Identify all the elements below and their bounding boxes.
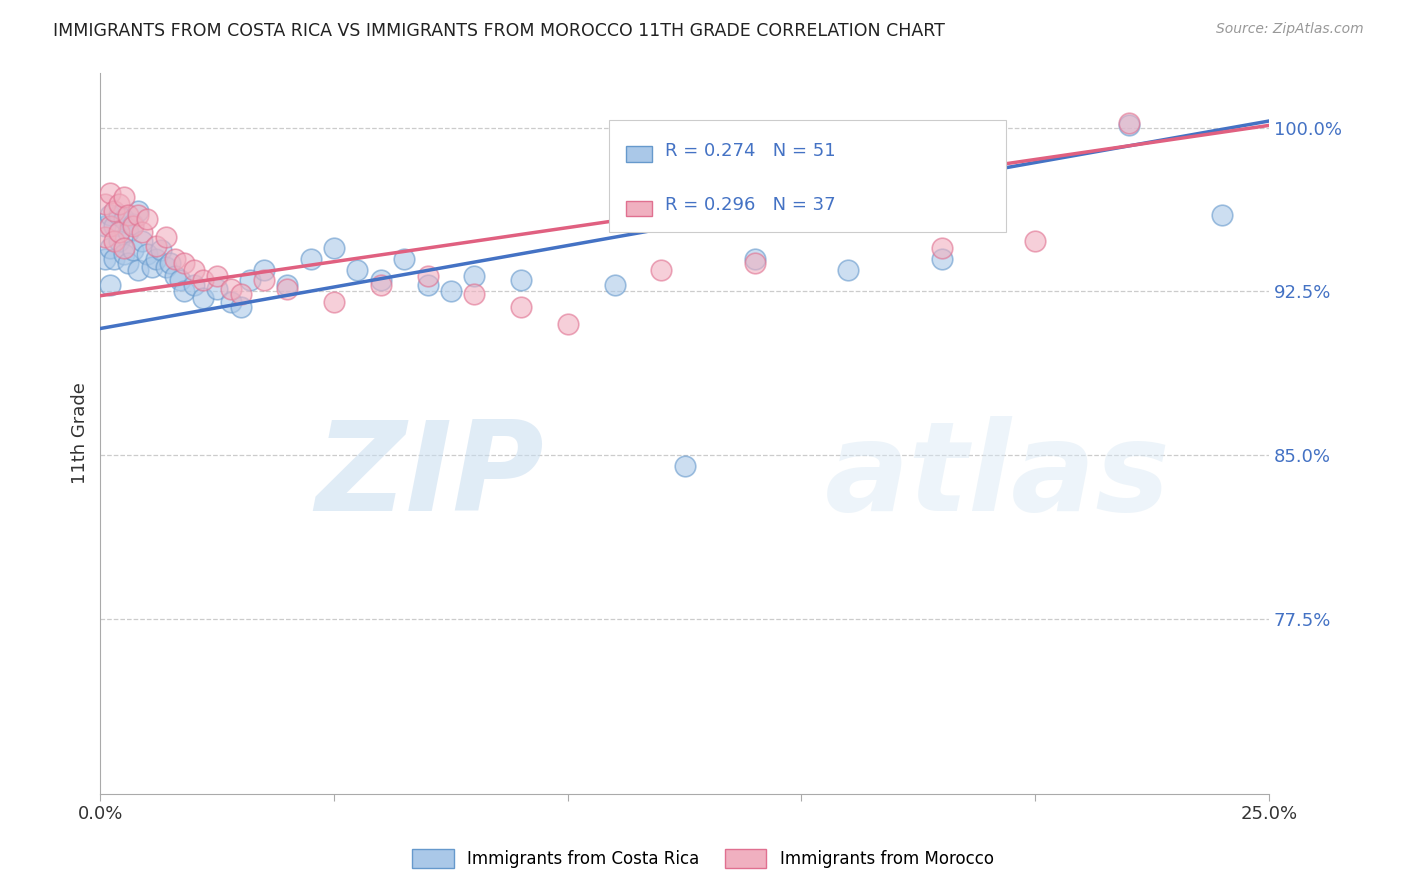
Text: IMMIGRANTS FROM COSTA RICA VS IMMIGRANTS FROM MOROCCO 11TH GRADE CORRELATION CHA: IMMIGRANTS FROM COSTA RICA VS IMMIGRANTS…: [53, 22, 945, 40]
Point: [127, 208, 149, 222]
Point: [183, 277, 205, 292]
Point: [145, 238, 167, 252]
Point: [108, 234, 131, 248]
Point: [1211, 208, 1233, 222]
Point: [276, 277, 298, 292]
Point: [122, 219, 145, 233]
Point: [98, 219, 121, 233]
Point: [122, 217, 145, 231]
Point: [392, 252, 415, 266]
Point: [141, 260, 163, 275]
Point: [165, 252, 187, 266]
Point: [440, 285, 463, 299]
FancyBboxPatch shape: [609, 120, 1007, 232]
Point: [173, 285, 195, 299]
Point: [193, 291, 215, 305]
Point: [98, 186, 121, 200]
Point: [370, 277, 392, 292]
Text: Source: ZipAtlas.com: Source: ZipAtlas.com: [1216, 22, 1364, 37]
Point: [136, 212, 159, 227]
Point: [103, 234, 125, 248]
Point: [94, 197, 117, 211]
Point: [253, 262, 276, 277]
Point: [416, 269, 439, 284]
Point: [193, 273, 215, 287]
Point: [150, 243, 173, 257]
Point: [98, 208, 121, 222]
Y-axis label: 11th Grade: 11th Grade: [72, 383, 89, 484]
Point: [931, 252, 953, 266]
Point: [103, 252, 125, 266]
Point: [323, 295, 346, 310]
Point: [323, 241, 346, 255]
Point: [117, 208, 139, 222]
Point: [1118, 116, 1140, 130]
Point: [416, 277, 439, 292]
Point: [744, 256, 766, 270]
Point: [112, 190, 135, 204]
Point: [463, 269, 485, 284]
Point: [108, 226, 131, 240]
Point: [205, 282, 228, 296]
Legend: Immigrants from Costa Rica, Immigrants from Morocco: Immigrants from Costa Rica, Immigrants f…: [406, 842, 1000, 875]
Point: [229, 300, 252, 314]
Point: [299, 252, 322, 266]
Point: [276, 282, 298, 296]
Point: [253, 273, 276, 287]
Point: [94, 229, 117, 244]
Text: atlas: atlas: [825, 416, 1171, 537]
Point: [510, 273, 533, 287]
Point: [94, 219, 117, 233]
Point: [744, 252, 766, 266]
Point: [603, 277, 626, 292]
Point: [219, 295, 242, 310]
Point: [346, 262, 368, 277]
Point: [112, 212, 135, 227]
Text: ZIP: ZIP: [316, 416, 544, 537]
Point: [98, 277, 121, 292]
Point: [155, 260, 177, 275]
Point: [165, 269, 187, 284]
Point: [136, 247, 159, 261]
Point: [173, 256, 195, 270]
Point: [117, 256, 139, 270]
Point: [155, 229, 177, 244]
Point: [510, 300, 533, 314]
Point: [650, 262, 672, 277]
Point: [112, 247, 135, 261]
Point: [127, 262, 149, 277]
Point: [205, 269, 228, 284]
Text: R = 0.274   N = 51: R = 0.274 N = 51: [665, 142, 835, 160]
FancyBboxPatch shape: [626, 201, 652, 217]
Point: [131, 226, 153, 240]
Point: [94, 252, 117, 266]
Point: [103, 203, 125, 218]
Point: [159, 256, 181, 270]
Point: [145, 252, 167, 266]
Point: [103, 219, 125, 233]
Point: [229, 286, 252, 301]
Point: [673, 459, 696, 474]
Point: [122, 243, 145, 257]
Point: [219, 282, 242, 296]
Point: [127, 203, 149, 218]
Point: [1118, 119, 1140, 133]
Point: [557, 317, 579, 331]
Point: [131, 234, 153, 248]
Point: [370, 273, 392, 287]
Text: R = 0.296   N = 37: R = 0.296 N = 37: [665, 196, 835, 214]
Point: [931, 241, 953, 255]
FancyBboxPatch shape: [626, 146, 652, 162]
Point: [1024, 234, 1046, 248]
Point: [239, 273, 262, 287]
Point: [117, 226, 139, 240]
Point: [112, 241, 135, 255]
Point: [98, 241, 121, 255]
Point: [108, 197, 131, 211]
Point: [108, 208, 131, 222]
Point: [169, 273, 191, 287]
Point: [463, 286, 485, 301]
Point: [183, 262, 205, 277]
Point: [837, 262, 859, 277]
